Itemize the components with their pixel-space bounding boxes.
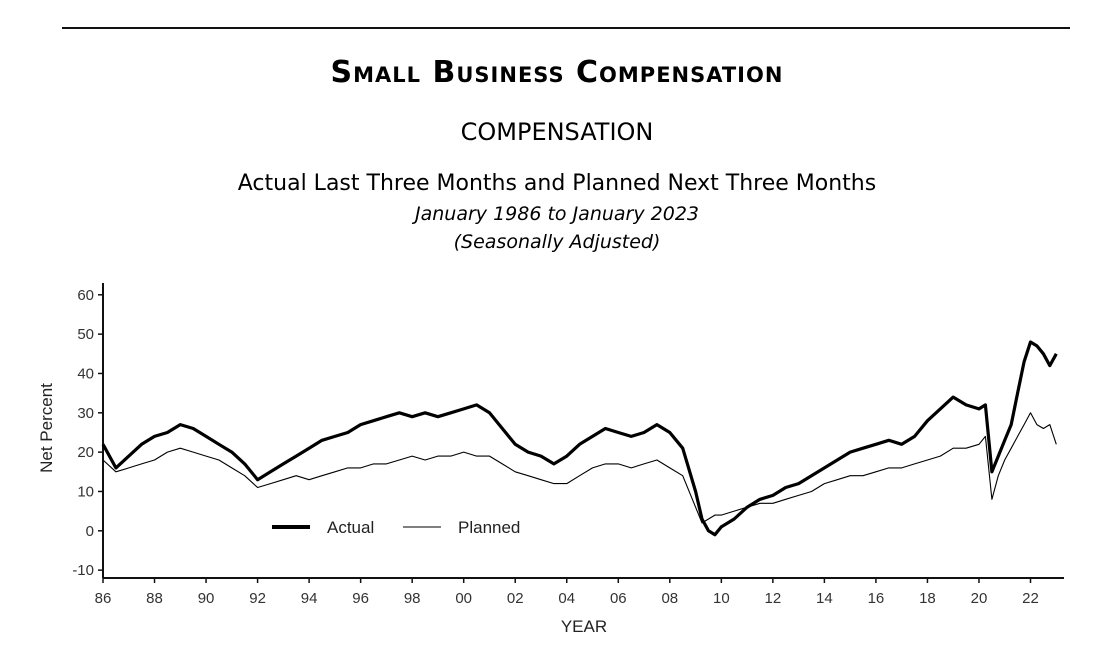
chart-section-title: COMPENSATION xyxy=(460,118,654,146)
chart-note: (Seasonally Adjusted) xyxy=(453,231,661,253)
legend-planned-label: Planned xyxy=(458,518,520,537)
series-line-planned xyxy=(102,412,1057,524)
x-tick-label: 22 xyxy=(1022,590,1039,607)
x-axis-label: YEAR xyxy=(561,617,607,636)
y-tick-label: 20 xyxy=(77,444,94,461)
x-tick-label: 00 xyxy=(455,590,472,607)
series-layer xyxy=(101,340,1058,537)
x-tick-label: 16 xyxy=(868,590,885,607)
x-tick-label: 20 xyxy=(971,590,988,607)
chart-subtitle: Actual Last Three Months and Planned Nex… xyxy=(237,171,877,196)
x-tick-label: 92 xyxy=(249,590,266,607)
y-axis-ticks: -10 0 10 20 30 40 50 60 xyxy=(72,287,103,579)
x-tick-label: 18 xyxy=(919,590,936,607)
x-tick-label: 08 xyxy=(661,590,678,607)
y-tick-label: 50 xyxy=(77,326,94,343)
y-axis-label: Net Percent xyxy=(37,383,56,473)
x-axis-ticks: 86 88 90 92 94 96 98 00 02 04 06 08 10 12 14 16 18 20 22 xyxy=(95,578,1039,607)
x-tick-label: 90 xyxy=(198,590,215,607)
y-tick-label: 10 xyxy=(77,483,94,500)
y-tick-label: 30 xyxy=(77,405,94,422)
page-title: Small Business Compensation xyxy=(330,55,784,90)
y-tick-label: 60 xyxy=(77,287,94,304)
x-tick-label: 14 xyxy=(816,590,833,607)
y-tick-label: 40 xyxy=(77,365,94,382)
x-tick-label: 04 xyxy=(558,590,575,607)
x-tick-label: 02 xyxy=(507,590,524,607)
x-tick-label: 86 xyxy=(95,590,112,607)
x-tick-label: 94 xyxy=(301,590,318,607)
y-tick-label: 0 xyxy=(86,523,94,540)
legend: Actual Planned xyxy=(272,518,520,537)
x-tick-label: 06 xyxy=(610,590,627,607)
y-tick-label: -10 xyxy=(72,562,94,579)
chart-date-range: January 1986 to January 2023 xyxy=(415,203,699,225)
x-tick-label: 98 xyxy=(404,590,421,607)
x-tick-label: 88 xyxy=(146,590,163,607)
x-tick-label: 96 xyxy=(352,590,369,607)
series-line-actual xyxy=(101,340,1058,537)
top-rule xyxy=(62,27,1070,29)
x-tick-label: 10 xyxy=(713,590,730,607)
legend-actual-label: Actual xyxy=(327,518,374,537)
x-tick-label: 12 xyxy=(765,590,782,607)
